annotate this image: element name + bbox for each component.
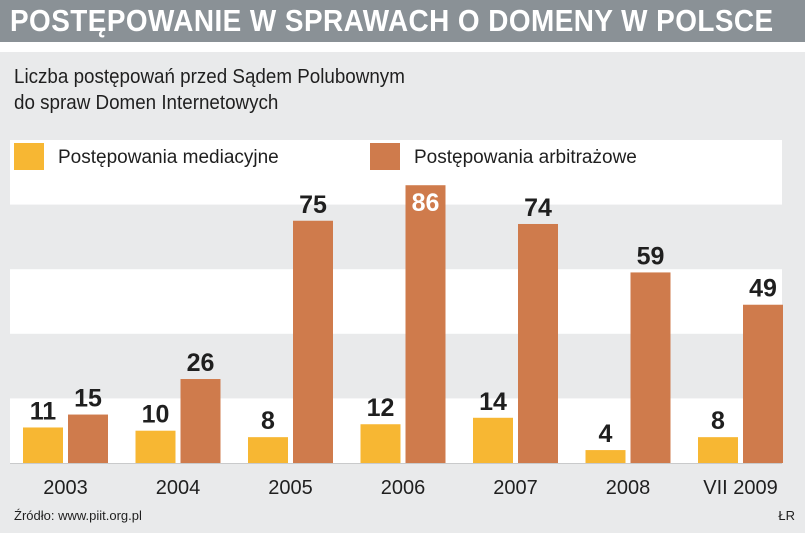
chart-subtitle-line-1: Liczba postępowań przed Sądem Polubownym — [14, 66, 405, 88]
data-label: 75 — [299, 191, 327, 219]
bar — [585, 450, 626, 463]
data-label: 8 — [261, 407, 275, 435]
bar — [248, 437, 288, 463]
bar — [360, 424, 401, 463]
x-tick-label: 2006 — [381, 477, 426, 499]
x-tick-label: 2004 — [156, 477, 201, 499]
data-label: 86 — [412, 189, 440, 217]
chart-subtitle: Liczba postępowań przed Sądem Polubownym… — [14, 64, 405, 116]
x-tick-label: 2005 — [268, 477, 313, 499]
header-bar: POSTĘPOWANIE W SPRAWACH O DOMENY W POLSC… — [0, 0, 805, 42]
data-label: 14 — [479, 388, 507, 416]
bar — [518, 223, 558, 463]
source-note: Źródło: www.piit.org.pl — [14, 508, 142, 523]
author-credit: ŁR — [778, 508, 795, 523]
legend-swatch — [14, 143, 44, 170]
bars — [23, 185, 783, 463]
data-label: 74 — [524, 194, 552, 222]
bar — [180, 379, 221, 463]
data-labels: 11 15 10 26 8 75 12 86 14 74 4 59 8 49 — [30, 189, 777, 448]
x-axis-ticks: 2003 2004 2005 2006 2007 2008 VII 2009 — [43, 477, 778, 499]
bar — [293, 220, 333, 463]
bar — [698, 437, 738, 463]
data-label: 10 — [142, 401, 170, 429]
bar — [68, 414, 108, 463]
bar — [630, 272, 671, 463]
legend-swatch — [370, 143, 400, 170]
legend-label: Postępowania mediacyjne — [58, 147, 279, 168]
data-label: 15 — [74, 385, 102, 413]
legend: Postępowania mediacyjne Postępowania arbi… — [14, 143, 637, 170]
data-label: 26 — [187, 349, 215, 377]
bar — [23, 427, 63, 463]
chart-subtitle-line-2: do spraw Domen Internetowych — [14, 92, 279, 114]
page-title: POSTĘPOWANIE W SPRAWACH O DOMENY W POLSC… — [10, 3, 774, 38]
data-label: 11 — [30, 397, 57, 425]
bar — [473, 417, 513, 463]
bar — [405, 185, 446, 463]
bar — [743, 304, 783, 463]
data-label: 8 — [711, 407, 725, 435]
data-label: 49 — [749, 275, 777, 303]
x-tick-label: 2003 — [43, 477, 88, 499]
x-tick-label: VII 2009 — [703, 477, 778, 499]
legend-label: Postępowania arbitrażowe — [414, 147, 637, 168]
data-label: 12 — [367, 394, 395, 422]
x-tick-label: 2008 — [606, 477, 651, 499]
bar — [135, 430, 176, 463]
x-tick-label: 2007 — [493, 477, 538, 499]
data-label: 59 — [637, 242, 665, 270]
data-label: 4 — [599, 420, 613, 448]
